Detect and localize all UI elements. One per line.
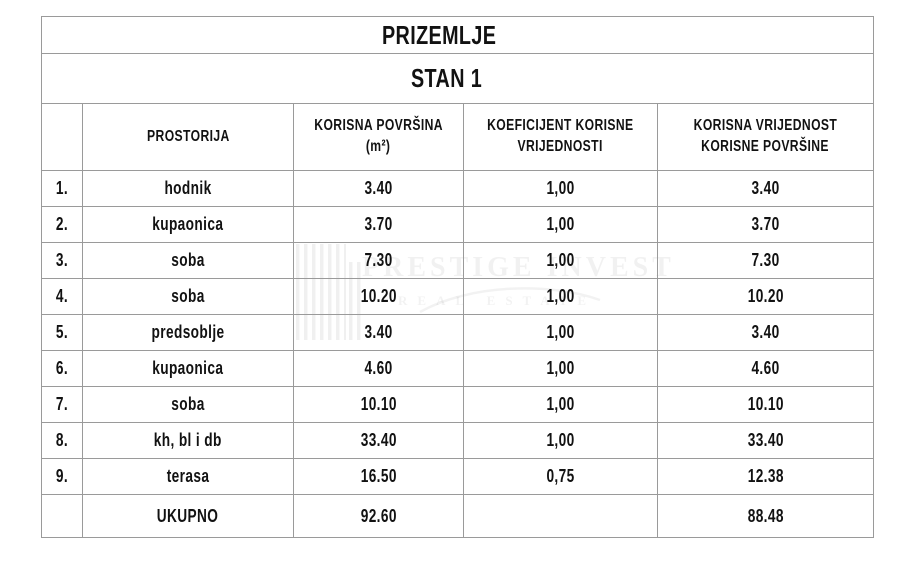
- room-cell: soba: [82, 242, 294, 279]
- room-cell: kupaonica: [82, 350, 294, 387]
- row-number-cell: 1.: [41, 170, 83, 207]
- coefficient-cell: 1,00: [463, 386, 658, 423]
- col-header-area: KORISNA POVRŠINA (m²): [292, 103, 465, 171]
- apartment-title: STAN 1: [41, 53, 874, 104]
- table-row: 6. kupaonica 4.60 1,00 4.60: [41, 350, 874, 387]
- value-cell: 3.40: [656, 170, 874, 207]
- coefficient-cell: 1,00: [463, 170, 658, 207]
- area-cell: 33.40: [292, 422, 465, 459]
- room-cell: terasa: [82, 458, 294, 495]
- coefficient-cell: 1,00: [463, 422, 658, 459]
- apartment-title-row: STAN 1: [41, 53, 874, 104]
- col-header-coefficient: KOEFICIJENT KORISNE VRIJEDNOSTI: [463, 103, 658, 171]
- table-row: 4. soba 10.20 1,00 10.20: [41, 278, 874, 315]
- area-cell: 10.20: [292, 278, 465, 315]
- coefficient-cell: 1,00: [463, 314, 658, 351]
- col-header-num: [41, 103, 83, 171]
- total-area-cell: 92.60: [292, 494, 465, 538]
- total-value-cell: 88.48: [656, 494, 874, 538]
- col-header-room: PROSTORIJA: [82, 103, 294, 171]
- row-number-cell: 5.: [41, 314, 83, 351]
- floor-title-label: PRIZEMLJE: [382, 19, 497, 50]
- coefficient-cell: 1,00: [463, 242, 658, 279]
- value-cell: 3.40: [656, 314, 874, 351]
- area-spec-table: PRIZEMLJE STAN 1 PROSTORIJA KORISNA POVR…: [41, 16, 874, 538]
- coefficient-cell: 1,00: [463, 350, 658, 387]
- coefficient-cell: 0,75: [463, 458, 658, 495]
- room-cell: kh, bl i db: [82, 422, 294, 459]
- row-number-cell: 4.: [41, 278, 83, 315]
- apartment-title-label: STAN 1: [410, 63, 482, 93]
- total-row: UKUPNO 92.60 88.48: [41, 494, 874, 538]
- table-row: 9. terasa 16.50 0,75 12.38: [41, 458, 874, 495]
- area-cell: 10.10: [292, 386, 465, 423]
- value-cell: 33.40: [656, 422, 874, 459]
- value-cell: 4.60: [656, 350, 874, 387]
- area-cell: 4.60: [292, 350, 465, 387]
- total-empty-cell: [41, 494, 83, 538]
- room-cell: soba: [82, 278, 294, 315]
- col-header-value: KORISNA VRIJEDNOST KORISNE POVRŠINE: [656, 103, 874, 171]
- area-cell: 3.40: [292, 170, 465, 207]
- header-row: PROSTORIJA KORISNA POVRŠINA (m²) KOEFICI…: [41, 103, 874, 171]
- value-cell: 3.70: [656, 206, 874, 243]
- room-cell: soba: [82, 386, 294, 423]
- total-label-cell: UKUPNO: [82, 494, 294, 538]
- table-row: 1. hodnik 3.40 1,00 3.40: [41, 170, 874, 207]
- total-coefficient-cell: [463, 494, 658, 538]
- table-row: 2. kupaonica 3.70 1,00 3.70: [41, 206, 874, 243]
- table-row: 8. kh, bl i db 33.40 1,00 33.40: [41, 422, 874, 459]
- value-cell: 7.30: [656, 242, 874, 279]
- floor-title-row: PRIZEMLJE: [41, 16, 874, 54]
- table-row: 7. soba 10.10 1,00 10.10: [41, 386, 874, 423]
- row-number-cell: 8.: [41, 422, 83, 459]
- area-cell: 16.50: [292, 458, 465, 495]
- area-cell: 3.40: [292, 314, 465, 351]
- room-cell: predsoblje: [82, 314, 294, 351]
- coefficient-cell: 1,00: [463, 278, 658, 315]
- table-row: 3. soba 7.30 1,00 7.30: [41, 242, 874, 279]
- row-number-cell: 6.: [41, 350, 83, 387]
- row-number-cell: 9.: [41, 458, 83, 495]
- floor-title: PRIZEMLJE: [41, 16, 874, 54]
- coefficient-cell: 1,00: [463, 206, 658, 243]
- table-row: 5. predsoblje 3.40 1,00 3.40: [41, 314, 874, 351]
- value-cell: 10.20: [656, 278, 874, 315]
- row-number-cell: 3.: [41, 242, 83, 279]
- value-cell: 12.38: [656, 458, 874, 495]
- room-cell: hodnik: [82, 170, 294, 207]
- area-cell: 7.30: [292, 242, 465, 279]
- area-cell: 3.70: [292, 206, 465, 243]
- value-cell: 10.10: [656, 386, 874, 423]
- row-number-cell: 7.: [41, 386, 83, 423]
- room-cell: kupaonica: [82, 206, 294, 243]
- row-number-cell: 2.: [41, 206, 83, 243]
